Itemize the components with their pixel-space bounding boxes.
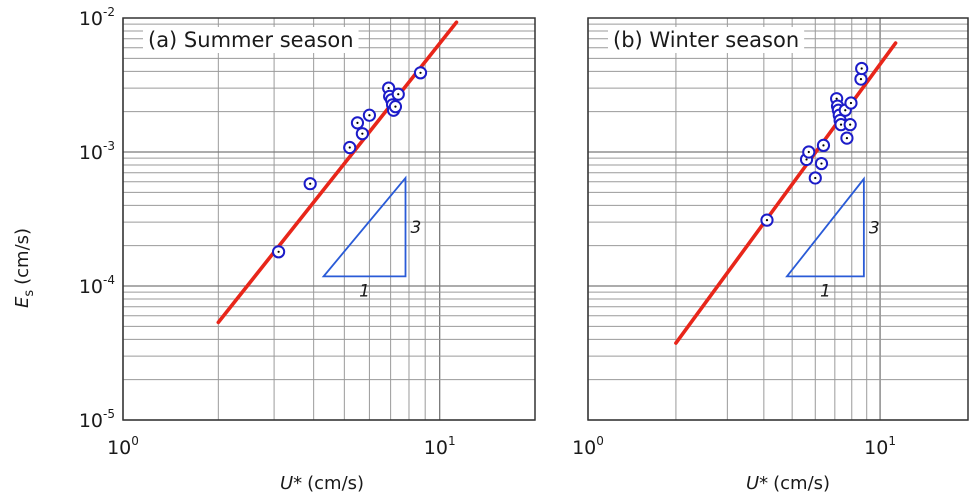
panel-title-background — [143, 27, 359, 53]
tick-exponent: 1 — [888, 434, 896, 448]
tick-base: 10 — [107, 437, 131, 459]
x-axis-label-unit: (cm/s) — [773, 473, 830, 494]
slope-run-label: 1 — [820, 281, 831, 301]
data-point-dot — [394, 105, 397, 108]
fit-line — [674, 41, 898, 345]
slope-rise-label: 3 — [869, 219, 880, 239]
data-point-dot — [765, 219, 769, 222]
data-point-dot — [807, 150, 810, 154]
data-point — [391, 87, 405, 101]
data-point-dot — [844, 109, 847, 112]
data-point — [854, 72, 868, 86]
x-axis-label-symbol: U* — [280, 473, 302, 494]
data-point-dot — [419, 71, 422, 74]
data-point — [272, 245, 286, 259]
tick-base: 10 — [864, 437, 888, 459]
tick-exponent: 1 — [448, 434, 456, 448]
y-tick-label: 10-3 — [79, 139, 115, 164]
x-axis-label-unit: (cm/s) — [307, 473, 364, 494]
tick-exponent: -4 — [103, 273, 115, 287]
x-tick-label: 101 — [864, 434, 896, 459]
data-point — [760, 213, 774, 227]
y-axis-label-symbol: E — [12, 296, 33, 308]
x-axis-label-summer: U* (cm/s) — [280, 473, 364, 494]
y-tick-label: 10-2 — [79, 5, 115, 30]
data-point — [362, 108, 377, 122]
y-tick-label: 10-4 — [79, 273, 115, 298]
data-point — [808, 171, 822, 185]
data-point — [844, 96, 858, 110]
y-tick-label: 10-5 — [79, 407, 115, 432]
data-point-dot — [361, 132, 364, 135]
data-point — [840, 131, 854, 145]
data-point-dot — [805, 158, 808, 161]
tick-exponent: -3 — [103, 139, 115, 153]
data-point-dot — [859, 77, 863, 81]
y-axis-label-subscript: s — [22, 290, 37, 297]
slope-triangle — [321, 175, 407, 278]
data-point-dot — [397, 93, 400, 96]
tick-exponent: 0 — [131, 434, 139, 448]
tick-exponent: -2 — [103, 5, 115, 19]
slope-rise-label: 3 — [411, 218, 422, 238]
tick-base: 10 — [424, 437, 448, 459]
data-point-dot — [849, 101, 853, 105]
tick-base: 10 — [572, 437, 596, 459]
panel-title-text: (b) Winter season — [613, 28, 799, 52]
data-point — [343, 140, 357, 155]
data-point-dot — [814, 176, 817, 180]
data-point — [413, 66, 428, 80]
data-point — [355, 127, 369, 141]
data-point-dot — [309, 182, 312, 185]
x-axis-label-winter: U* (cm/s) — [746, 473, 830, 494]
tick-base: 10 — [79, 276, 103, 298]
data-point — [388, 100, 403, 114]
y-axis-label: Es (cm/s) — [12, 228, 37, 308]
panel-title: (b) Winter season — [608, 27, 805, 53]
data-point-dot — [849, 123, 852, 126]
data-point-dot — [356, 121, 359, 124]
x-tick-label: 100 — [572, 434, 604, 459]
data-point-dot — [820, 162, 823, 165]
data-point-dot — [822, 144, 825, 147]
data-point-dot — [845, 136, 849, 140]
data-point — [814, 156, 829, 171]
tick-exponent: 0 — [596, 434, 604, 448]
x-tick-label: 101 — [424, 434, 456, 459]
x-axis-label-symbol: U* — [746, 473, 768, 494]
data-point-dot — [860, 67, 863, 70]
data-point-dot — [348, 146, 351, 149]
data-point — [802, 145, 816, 159]
data-point-dot — [835, 97, 838, 100]
tick-base: 10 — [79, 142, 103, 164]
plot-frame — [122, 17, 536, 421]
data-point — [843, 118, 857, 132]
slope-triangle — [785, 176, 865, 278]
tick-base: 10 — [79, 8, 103, 30]
data-point — [303, 177, 317, 191]
x-tick-label: 100 — [107, 434, 139, 459]
grid — [587, 18, 969, 421]
data-point-dot — [277, 250, 280, 253]
data-point — [855, 61, 869, 76]
data-point-dot — [387, 86, 390, 90]
y-axis-label-unit: (cm/s) — [12, 228, 33, 285]
grid — [122, 18, 536, 421]
tick-exponent: -5 — [103, 407, 115, 421]
data-point-dot — [839, 123, 843, 126]
plot-frame — [587, 17, 969, 421]
panel-title-text: (a) Summer season — [148, 28, 354, 52]
panel-title: (a) Summer season — [143, 27, 359, 53]
tick-base: 10 — [79, 410, 103, 432]
slope-run-label: 1 — [359, 281, 370, 301]
panel-title-background — [608, 27, 805, 53]
data-point — [350, 116, 365, 130]
data-point-dot — [368, 114, 371, 117]
data-point — [816, 138, 831, 153]
